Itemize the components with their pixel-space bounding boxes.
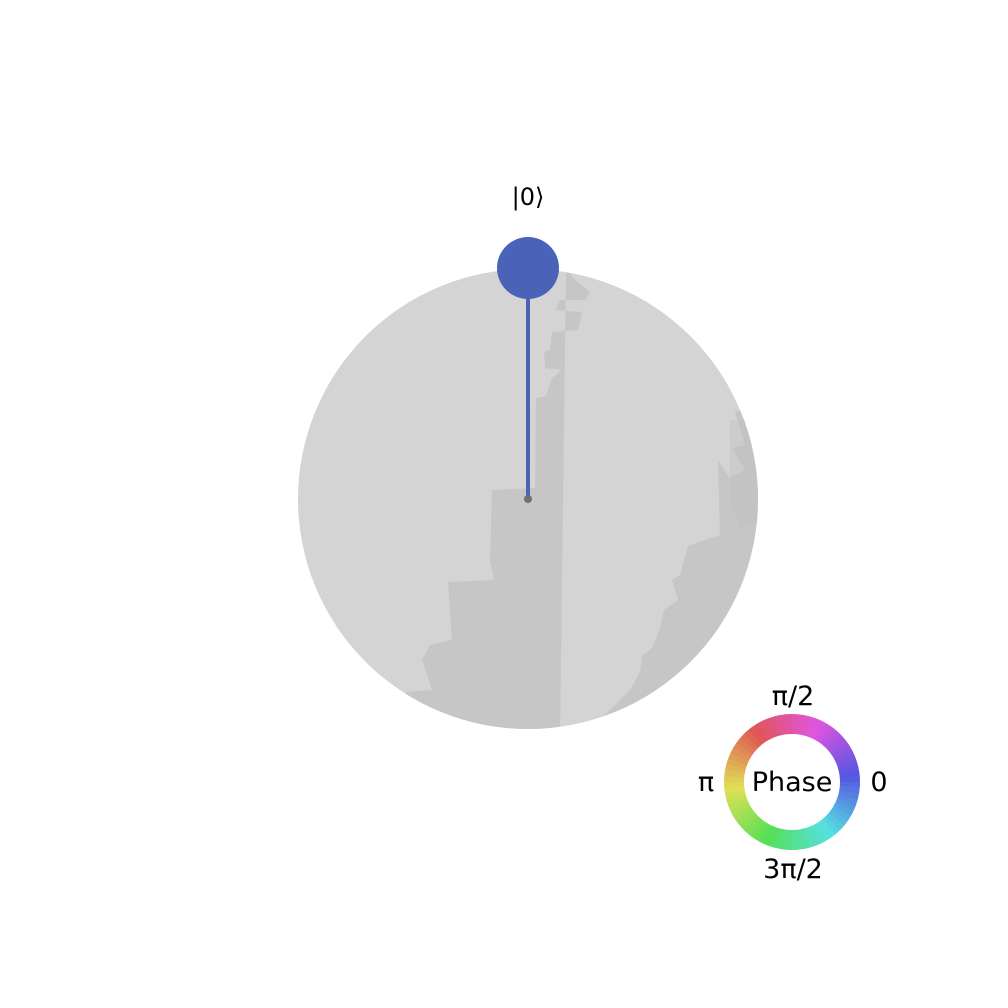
- phase-tick-bottom: 3π/2: [763, 854, 823, 885]
- phase-wheel-segment: [743, 729, 762, 749]
- phase-legend-title: Phase: [752, 767, 833, 798]
- phase-wheel-segment: [730, 748, 751, 762]
- phase-tick-right: 0: [870, 767, 887, 798]
- phase-wheel-segment: [800, 714, 810, 736]
- phase-wheel-segment: [833, 802, 854, 816]
- sphere-center-dot: [524, 495, 532, 503]
- phase-wheel-segment: [828, 738, 848, 755]
- phase-color-wheel: [724, 714, 860, 850]
- phase-wheel-segment: [835, 798, 856, 811]
- phase-wheel-segment: [822, 729, 841, 749]
- phase-wheel-segment: [822, 815, 841, 835]
- phase-wheel-segment: [733, 806, 753, 822]
- phase-wheel-segment: [808, 825, 822, 846]
- phase-wheel-segment: [804, 716, 816, 737]
- phase-wheel-segment: [791, 714, 798, 735]
- phase-wheel-segment: [763, 825, 776, 846]
- qsphere: [298, 269, 758, 729]
- phase-wheel-segment: [812, 720, 826, 741]
- phase-wheel-segment: [831, 805, 852, 822]
- sphere-shaded-region: [400, 269, 758, 729]
- phase-wheel-segment: [768, 716, 780, 737]
- phase-wheel-segment: [762, 718, 776, 739]
- phase-wheel-segment: [804, 827, 816, 848]
- phase-wheel-segment: [819, 818, 836, 838]
- phase-wheel-segment: [724, 786, 745, 795]
- phase-wheel-segment: [839, 781, 860, 788]
- phase-wheel-segment: [752, 821, 769, 842]
- phase-wheel-segment: [828, 809, 848, 826]
- phase-wheel-segment: [825, 733, 845, 752]
- phase-wheel-segment: [838, 764, 859, 774]
- phase-wheel-segment: [768, 827, 780, 848]
- phase-wheel-segment: [739, 812, 759, 831]
- phase-wheel-segment: [815, 722, 832, 743]
- sphere-rim-shade: [730, 420, 758, 530]
- phase-wheel-segment: [728, 753, 749, 766]
- phase-wheel-segment: [736, 738, 756, 755]
- state-marker: [497, 237, 559, 299]
- phase-wheel-segment: [724, 770, 745, 779]
- phase-wheel-segment: [726, 794, 747, 806]
- phase-wheel-segment: [732, 742, 753, 759]
- phase-wheel-segment: [819, 726, 836, 746]
- phase-wheel-segment: [796, 829, 805, 850]
- phase-wheel-segment: [839, 769, 860, 778]
- phase-wheel-segment: [808, 718, 821, 739]
- phase-wheel-segment: [743, 815, 762, 835]
- phase-wheel-segment: [812, 823, 827, 844]
- phase-wheel-segment: [838, 790, 860, 800]
- phase-wheel-segment: [837, 758, 858, 770]
- phase-wheel-segment: [730, 802, 751, 817]
- phase-wheel-segment: [837, 794, 858, 806]
- phase-wheel-segment: [748, 818, 765, 838]
- phase-wheel-segment: [795, 714, 804, 735]
- phase-wheel-segment: [724, 776, 745, 783]
- phase-tick-left: π: [698, 767, 714, 798]
- phase-legend: Phase π/2 π 0 3π/2: [698, 681, 888, 885]
- phase-wheel-segment: [758, 823, 772, 844]
- phase-wheel-segment: [724, 764, 746, 774]
- phase-wheel-segment: [835, 752, 856, 766]
- phase-wheel-segment: [739, 733, 759, 752]
- phase-wheel-segment: [757, 720, 772, 741]
- phase-wheel-segment: [736, 809, 756, 826]
- phase-wheel-segment: [839, 785, 860, 794]
- phase-wheel-segment: [786, 829, 793, 850]
- phase-wheel-segment: [833, 747, 854, 762]
- phase-wheel-segment: [774, 828, 784, 850]
- phase-wheel-segment: [728, 798, 749, 812]
- phase-wheel-segment: [725, 790, 746, 800]
- phase-wheel-segment: [779, 714, 788, 735]
- phase-wheel-segment: [780, 829, 789, 850]
- phase-wheel-segment: [825, 812, 845, 831]
- phase-wheel-segment: [831, 742, 851, 758]
- phase-wheel-segment: [800, 828, 810, 849]
- state-vector: |0⟩: [497, 183, 559, 503]
- state-label: |0⟩: [512, 183, 545, 211]
- phase-wheel-segment: [748, 726, 765, 746]
- phase-wheel-segment: [726, 758, 747, 770]
- phase-tick-top: π/2: [772, 681, 815, 712]
- phase-wheel-segment: [752, 723, 768, 743]
- phase-wheel-segment: [816, 821, 832, 841]
- phase-wheel-segment: [774, 715, 784, 736]
